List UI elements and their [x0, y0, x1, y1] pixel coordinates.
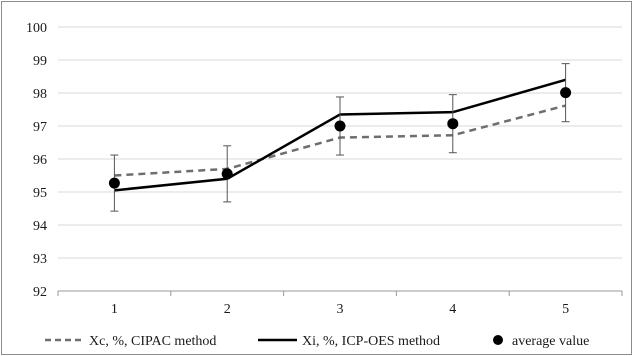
- y-tick-label-99: 99: [33, 54, 47, 69]
- average-point-5: [560, 87, 572, 99]
- y-tick-label-92: 92: [33, 285, 47, 300]
- legend: Xc, %, CIPAC method Xi, %, ICP-OES metho…: [45, 334, 589, 349]
- y-tick-label-94: 94: [33, 219, 47, 234]
- gridlines: [58, 26, 622, 292]
- y-tick-label-96: 96: [33, 153, 47, 168]
- legend-label-icp: Xi, %, ICP-OES method: [302, 334, 440, 349]
- x-tick-label-3: 3: [337, 302, 344, 317]
- series-group: [108, 63, 572, 212]
- x-tick-label-5: 5: [562, 302, 569, 317]
- x-tick-label-4: 4: [449, 302, 456, 317]
- y-tick-label-95: 95: [33, 186, 47, 201]
- legend-marker-average: [493, 335, 503, 345]
- y-tick-label-100: 100: [26, 21, 47, 36]
- average-point-1: [108, 177, 120, 189]
- x-axis: 1 2 3 4 5: [57, 291, 623, 317]
- y-tick-label-98: 98: [33, 87, 47, 102]
- legend-label-cipac: Xc, %, CIPAC method: [89, 334, 216, 349]
- y-tick-label-97: 97: [33, 120, 47, 135]
- average-point-3: [334, 120, 346, 132]
- legend-label-average: average value: [512, 334, 589, 349]
- y-axis-ticks: 92 93 94 95 96 97 98 99 100: [26, 21, 47, 300]
- y-tick-label-93: 93: [33, 252, 47, 267]
- average-point-2: [221, 168, 233, 180]
- average-point-4: [447, 118, 459, 130]
- x-tick-label-2: 2: [224, 302, 231, 317]
- x-tick-label-1: 1: [111, 302, 118, 317]
